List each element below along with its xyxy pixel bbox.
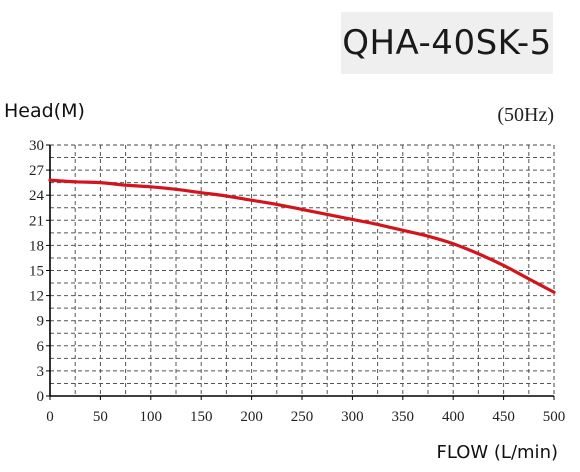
y-tick-label: 0 [37, 389, 45, 405]
x-tick-label: 350 [392, 409, 415, 425]
y-tick-label: 6 [37, 339, 45, 355]
model-title: QHA-40SK-5 [342, 23, 552, 63]
frequency-annotation: (50Hz) [497, 104, 554, 126]
x-tick-label: 100 [140, 409, 163, 425]
x-tick-label: 300 [341, 409, 364, 425]
y-tick-label: 12 [29, 289, 44, 305]
series [48, 178, 556, 294]
head-flow-curve [48, 178, 556, 294]
x-tick-label: 500 [543, 409, 566, 425]
model-title-box: QHA-40SK-5 [341, 12, 553, 74]
x-tick-label: 400 [442, 409, 465, 425]
grid [50, 145, 554, 396]
x-tick-label: 0 [46, 409, 54, 425]
x-tick-label: 150 [190, 409, 213, 425]
y-tick-label: 15 [29, 264, 44, 280]
y-tick-label: 21 [29, 213, 44, 229]
y-tick-label: 24 [29, 188, 45, 204]
x-tick-label: 250 [291, 409, 314, 425]
x-axis-label: FLOW (L/min) [436, 442, 558, 463]
y-tick-label: 30 [29, 138, 44, 154]
x-tick-label: 450 [492, 409, 515, 425]
y-axis-label: Head(M) [4, 100, 85, 122]
y-tick-label: 27 [29, 163, 45, 179]
y-tick-label: 18 [29, 238, 44, 254]
x-tick-label: 50 [93, 409, 108, 425]
axes [46, 144, 555, 400]
x-tick-label: 200 [240, 409, 263, 425]
y-tick-label: 3 [37, 364, 45, 380]
y-tick-label: 9 [37, 314, 45, 330]
